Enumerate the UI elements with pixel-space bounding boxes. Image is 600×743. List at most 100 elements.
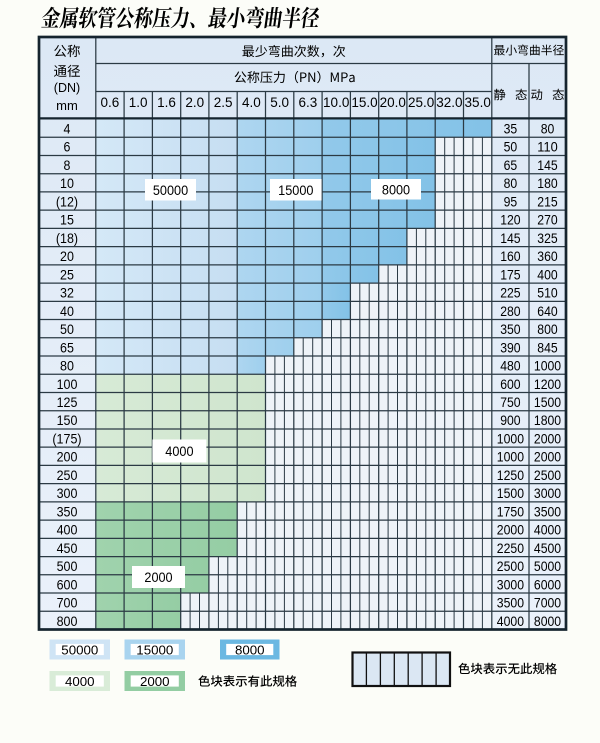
svg-text:1000: 1000: [497, 450, 525, 465]
svg-text:80: 80: [541, 122, 555, 137]
svg-text:400: 400: [537, 267, 558, 282]
svg-text:4: 4: [64, 122, 71, 138]
svg-text:50000: 50000: [61, 642, 98, 657]
svg-text:25: 25: [60, 267, 74, 283]
svg-text:300: 300: [57, 486, 78, 502]
svg-text:0.6: 0.6: [101, 95, 120, 110]
svg-text:(18): (18): [56, 231, 78, 247]
svg-text:3000: 3000: [534, 486, 562, 501]
svg-text:125: 125: [57, 395, 78, 411]
svg-text:6000: 6000: [534, 577, 562, 592]
svg-text:480: 480: [500, 359, 521, 374]
svg-text:2250: 2250: [497, 541, 525, 556]
svg-text:100: 100: [57, 377, 78, 393]
svg-text:6.3: 6.3: [299, 95, 318, 110]
svg-text:(175): (175): [52, 432, 81, 448]
svg-text:80: 80: [60, 359, 74, 375]
svg-text:8000: 8000: [235, 642, 265, 657]
svg-text:mm: mm: [56, 98, 78, 113]
svg-text:600: 600: [57, 577, 78, 593]
svg-text:8000: 8000: [382, 182, 410, 197]
svg-text:15.0: 15.0: [351, 95, 377, 110]
svg-text:145: 145: [500, 231, 520, 246]
svg-text:4000: 4000: [165, 444, 193, 459]
svg-text:1.0: 1.0: [129, 95, 148, 110]
svg-text:50: 50: [60, 322, 74, 338]
svg-text:50000: 50000: [153, 183, 189, 198]
svg-text:10.0: 10.0: [323, 95, 349, 110]
svg-text:2000: 2000: [534, 432, 562, 447]
svg-text:270: 270: [537, 213, 558, 228]
svg-text:180: 180: [537, 176, 558, 191]
svg-text:110: 110: [537, 140, 558, 155]
svg-text:250: 250: [57, 468, 78, 484]
svg-text:4000: 4000: [497, 614, 525, 629]
svg-text:65: 65: [60, 340, 74, 356]
svg-text:800: 800: [57, 614, 78, 630]
svg-text:390: 390: [500, 340, 521, 355]
svg-text:2500: 2500: [497, 559, 525, 574]
svg-text:15000: 15000: [136, 642, 173, 657]
svg-text:15: 15: [60, 213, 74, 229]
svg-text:10: 10: [60, 176, 74, 192]
svg-text:95: 95: [504, 194, 518, 209]
svg-text:350: 350: [500, 322, 521, 337]
svg-text:35: 35: [504, 122, 518, 137]
svg-text:25.0: 25.0: [408, 95, 434, 110]
svg-text:20: 20: [60, 249, 74, 265]
svg-text:(DN): (DN): [54, 81, 80, 95]
svg-text:4500: 4500: [534, 541, 562, 556]
svg-text:65: 65: [504, 158, 518, 173]
svg-text:600: 600: [500, 377, 521, 392]
svg-text:1750: 1750: [497, 504, 525, 519]
svg-text:20.0: 20.0: [380, 95, 406, 110]
svg-text:2000: 2000: [534, 450, 562, 465]
svg-text:1800: 1800: [534, 413, 562, 428]
svg-text:175: 175: [500, 267, 520, 282]
svg-text:640: 640: [537, 304, 558, 319]
svg-text:400: 400: [57, 523, 78, 539]
svg-text:280: 280: [500, 304, 521, 319]
svg-text:7000: 7000: [534, 596, 562, 611]
svg-text:120: 120: [500, 213, 521, 228]
svg-text:225: 225: [500, 286, 520, 301]
svg-text:3500: 3500: [534, 504, 562, 519]
svg-text:1000: 1000: [534, 359, 562, 374]
svg-text:215: 215: [537, 194, 557, 209]
svg-text:32: 32: [60, 286, 74, 302]
svg-text:8: 8: [64, 158, 71, 174]
svg-text:360: 360: [537, 249, 558, 264]
svg-text:2000: 2000: [497, 523, 525, 538]
svg-text:8000: 8000: [534, 614, 562, 629]
svg-text:15000: 15000: [278, 183, 314, 198]
svg-text:3500: 3500: [497, 596, 525, 611]
svg-text:50: 50: [504, 140, 518, 155]
svg-text:500: 500: [57, 559, 78, 575]
svg-text:3000: 3000: [497, 577, 525, 592]
svg-text:6: 6: [64, 140, 71, 156]
svg-text:2000: 2000: [144, 570, 172, 585]
svg-text:5.0: 5.0: [270, 95, 289, 110]
svg-text:2000: 2000: [140, 674, 170, 689]
svg-text:5000: 5000: [534, 559, 562, 574]
svg-text:510: 510: [537, 286, 558, 301]
svg-text:80: 80: [504, 176, 518, 191]
svg-text:145: 145: [537, 158, 557, 173]
svg-text:1200: 1200: [534, 377, 562, 392]
svg-text:2500: 2500: [534, 468, 562, 483]
svg-text:40: 40: [60, 304, 74, 320]
svg-text:845: 845: [537, 340, 557, 355]
svg-text:1000: 1000: [497, 432, 525, 447]
svg-text:4000: 4000: [65, 674, 95, 689]
svg-text:1500: 1500: [534, 395, 562, 410]
svg-text:800: 800: [537, 322, 558, 337]
svg-text:900: 900: [500, 413, 521, 428]
svg-text:1.6: 1.6: [157, 95, 176, 110]
svg-text:200: 200: [57, 450, 78, 466]
svg-text:160: 160: [500, 249, 521, 264]
svg-text:2.5: 2.5: [214, 95, 233, 110]
svg-text:2.0: 2.0: [185, 95, 204, 110]
svg-text:35.0: 35.0: [465, 95, 491, 110]
svg-text:(12): (12): [56, 194, 78, 210]
svg-text:700: 700: [57, 596, 78, 612]
